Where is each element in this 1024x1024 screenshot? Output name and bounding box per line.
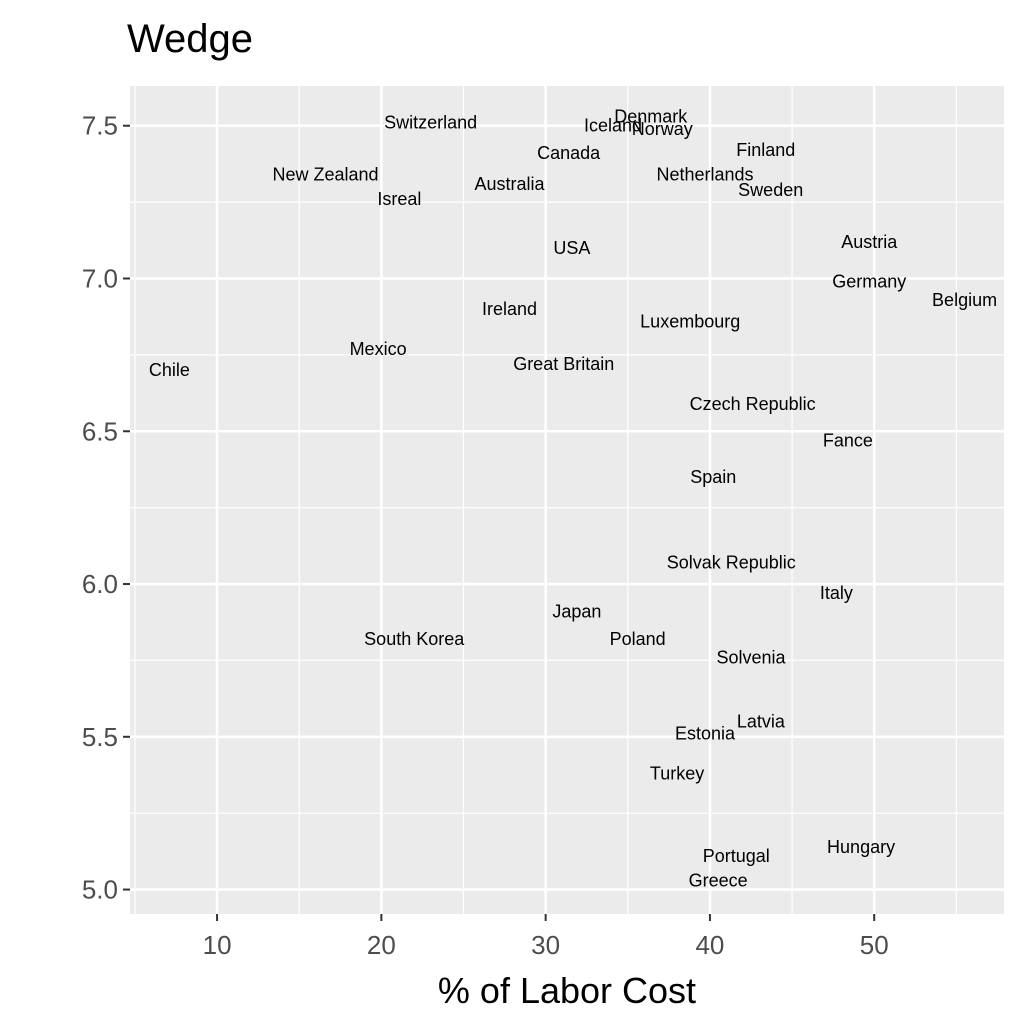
point-label: Chile — [149, 360, 190, 380]
point-label: Japan — [552, 602, 601, 622]
point-label: USA — [553, 238, 590, 258]
point-label: Switzerland — [384, 113, 477, 133]
point-label: Czech Republic — [690, 394, 816, 414]
y-tick-label: 6.5 — [82, 416, 118, 446]
y-tick-label: 7.0 — [82, 263, 118, 293]
point-label: Austria — [841, 232, 898, 252]
point-label: Portugal — [703, 846, 770, 866]
point-label: Ireland — [482, 299, 537, 319]
point-label: Isreal — [377, 189, 421, 209]
x-tick-label: 40 — [695, 930, 724, 960]
point-label: Denmark — [614, 107, 688, 127]
x-tick-label: 20 — [367, 930, 396, 960]
point-label: Finland — [736, 140, 795, 160]
point-label: Latvia — [737, 712, 786, 732]
point-label: Greece — [689, 870, 748, 890]
x-tick-label: 50 — [860, 930, 889, 960]
point-label: Netherlands — [656, 165, 753, 185]
point-label: Luxembourg — [640, 311, 740, 331]
y-tick-label: 7.5 — [82, 111, 118, 141]
point-label: Solvenia — [716, 647, 786, 667]
x-axis-title: % of Labor Cost — [438, 970, 696, 1011]
major-gridlines — [130, 86, 1004, 914]
y-tick-label: 5.5 — [82, 722, 118, 752]
point-label: Sweden — [738, 180, 803, 200]
point-label: Italy — [820, 583, 853, 603]
point-label: South Korea — [364, 629, 465, 649]
point-label: Spain — [690, 467, 736, 487]
point-label: Great Britain — [513, 354, 614, 374]
point-label: Hungary — [827, 837, 895, 857]
plot-panel — [130, 86, 1004, 914]
minor-gridlines — [130, 86, 1004, 914]
point-label: Germany — [832, 272, 906, 292]
point-label: Australia — [474, 174, 545, 194]
point-label: Iceland — [584, 116, 642, 136]
point-label: Estonia — [675, 724, 736, 744]
point-label: Turkey — [650, 763, 704, 783]
point-label: Poland — [610, 629, 666, 649]
axis-ticks: 10 20 30 40 50 5.0 5.5 6.0 6.5 7.0 7.5 — [82, 111, 889, 960]
y-tick-label: 6.0 — [82, 569, 118, 599]
point-label: Solvak Republic — [667, 553, 796, 573]
chart-title: Wedge — [127, 17, 253, 61]
point-label: Canada — [537, 143, 601, 163]
y-tick-label: 5.0 — [82, 875, 118, 905]
point-label: New Zealand — [272, 165, 378, 185]
point-label: Belgium — [932, 290, 997, 310]
point-label: Norway — [632, 119, 693, 139]
point-label: Mexico — [350, 339, 407, 359]
x-tick-label: 30 — [531, 930, 560, 960]
x-tick-label: 10 — [203, 930, 232, 960]
point-label: Fance — [823, 430, 873, 450]
